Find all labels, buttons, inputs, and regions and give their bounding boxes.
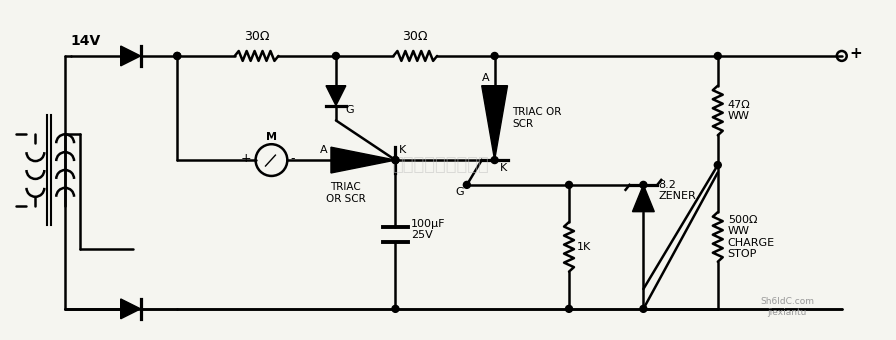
Text: +: + (849, 47, 863, 62)
Text: -: - (290, 152, 295, 165)
Text: A: A (321, 145, 328, 155)
Circle shape (565, 182, 573, 188)
Text: 8.2
ZENER: 8.2 ZENER (659, 180, 696, 201)
Text: 杭州骆科技有限公司: 杭州骆科技有限公司 (392, 156, 488, 174)
Text: K: K (500, 163, 507, 173)
Polygon shape (633, 185, 654, 212)
Text: +: + (241, 152, 252, 165)
Text: 30Ω: 30Ω (402, 30, 428, 43)
Text: 14V: 14V (70, 34, 100, 48)
Text: TRIAC
OR SCR: TRIAC OR SCR (326, 182, 366, 204)
Text: G: G (346, 105, 355, 116)
Polygon shape (482, 86, 507, 160)
Circle shape (392, 305, 399, 312)
Polygon shape (121, 46, 141, 66)
Circle shape (714, 52, 721, 60)
Polygon shape (326, 86, 346, 105)
Text: 100μF
25V: 100μF 25V (411, 219, 446, 240)
Text: 1K: 1K (577, 242, 591, 252)
Text: K: K (399, 145, 406, 155)
Text: M: M (266, 132, 277, 142)
Circle shape (565, 305, 573, 312)
Text: A: A (482, 73, 489, 83)
Text: TRIAC OR
SCR: TRIAC OR SCR (513, 107, 562, 129)
Circle shape (174, 52, 181, 60)
Text: G: G (455, 187, 464, 197)
Circle shape (491, 52, 498, 60)
Circle shape (174, 52, 181, 60)
Circle shape (491, 157, 498, 164)
Text: Sh6ldC.com
jiexiantu: Sh6ldC.com jiexiantu (760, 298, 814, 317)
Circle shape (392, 157, 399, 164)
Circle shape (332, 52, 340, 60)
Circle shape (392, 157, 399, 164)
Text: 500Ω
WW
CHARGE
STOP: 500Ω WW CHARGE STOP (728, 215, 775, 259)
Circle shape (640, 305, 647, 312)
Text: 30Ω: 30Ω (244, 30, 270, 43)
Circle shape (640, 182, 647, 188)
Polygon shape (121, 299, 141, 319)
Circle shape (463, 182, 470, 188)
Polygon shape (331, 147, 395, 173)
Circle shape (714, 162, 721, 169)
Text: 47Ω
WW: 47Ω WW (728, 100, 751, 121)
